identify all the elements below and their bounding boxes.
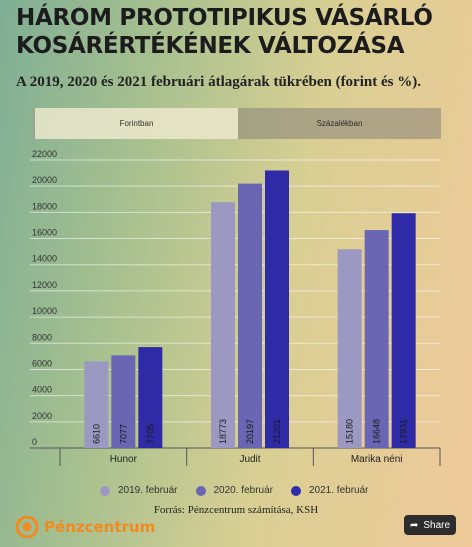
logo-text: Pénzcentrum: [44, 518, 156, 536]
bar-1-2: [265, 170, 289, 448]
legend-label-2019: 2019. február: [118, 485, 178, 496]
y-tick-label: 6000: [32, 358, 52, 368]
data-label: 16648: [372, 419, 382, 444]
legend-item-2020[interactable]: 2020. február: [195, 485, 274, 496]
data-label: 20197: [245, 419, 255, 444]
data-label: 7077: [118, 424, 128, 444]
bar-0-1: [111, 355, 136, 448]
bar-chart: 0 2000 4000 6000 8000 10000 12000 14000 16000 180…: [30, 149, 441, 466]
bar-0-0: [84, 361, 109, 448]
data-label: 6610: [91, 424, 101, 444]
bar-1-1: [238, 183, 262, 448]
chart-subtitle: A 2019, 2020 és 2021 februári átlagárak …: [16, 74, 421, 90]
legend-label-2020: 2020. február: [213, 485, 274, 496]
data-label: 21201: [272, 419, 282, 444]
legend-swatch-2020: [195, 485, 206, 496]
pc-logo[interactable]: Pénzcentrum: [16, 516, 155, 538]
legend-swatch-2021: [291, 485, 301, 496]
tab-szazalekban[interactable]: Százalékban: [238, 108, 441, 139]
share-icon: ➦: [409, 519, 419, 531]
data-label: 17931: [399, 419, 409, 444]
legend-swatch-2019: [100, 485, 110, 496]
data-label: 7705: [145, 424, 155, 444]
source-note: Forrás: Pénzcentrum számítása, KSH: [153, 504, 319, 516]
bar-1-0: [211, 202, 235, 448]
y-tick-label: 10000: [32, 306, 57, 316]
y-tick-label: 14000: [32, 254, 57, 264]
bar-2-1: [364, 230, 389, 448]
y-tick-label: 4000: [32, 385, 52, 395]
x-tick-label: Hunor: [110, 454, 138, 465]
y-tick-label: 16000: [32, 228, 57, 238]
y-tick-label: 12000: [32, 280, 57, 290]
x-tick-label: Judit: [239, 454, 260, 465]
data-label: 18773: [218, 419, 228, 444]
bar-0-2: [138, 347, 163, 448]
chart-legend: 2019. február 2020. február 2021. februá…: [100, 485, 369, 496]
view-tabs: Forintban Százalékban: [33, 108, 441, 139]
chart-title: HÁROM PROTOTIPIKUS VÁSÁRLÓ KOSÁRÉRTÉKÉNE…: [16, 5, 433, 59]
share-button[interactable]: ➦ Share: [404, 515, 456, 535]
legend-label-2021: 2021. február: [309, 485, 369, 496]
y-tick-label: 2000: [32, 411, 52, 421]
y-tick-label: 18000: [32, 201, 57, 211]
legend-item-2021[interactable]: 2021. február: [291, 485, 369, 496]
y-tick-label: 0: [32, 437, 37, 447]
y-tick-label: 22000: [32, 149, 57, 159]
data-label: 15180: [345, 419, 355, 444]
bar-2-0: [337, 249, 362, 448]
y-tick-label: 20000: [32, 175, 57, 185]
x-tick-label: Marika néni: [351, 454, 403, 465]
y-tick-label: 8000: [32, 332, 52, 342]
legend-item-2019[interactable]: 2019. február: [100, 485, 178, 496]
tab-forintban[interactable]: Forintban: [33, 108, 238, 139]
share-label: Share: [423, 519, 451, 531]
bar-2-2: [391, 213, 416, 448]
pc-logo-icon: [16, 516, 38, 538]
